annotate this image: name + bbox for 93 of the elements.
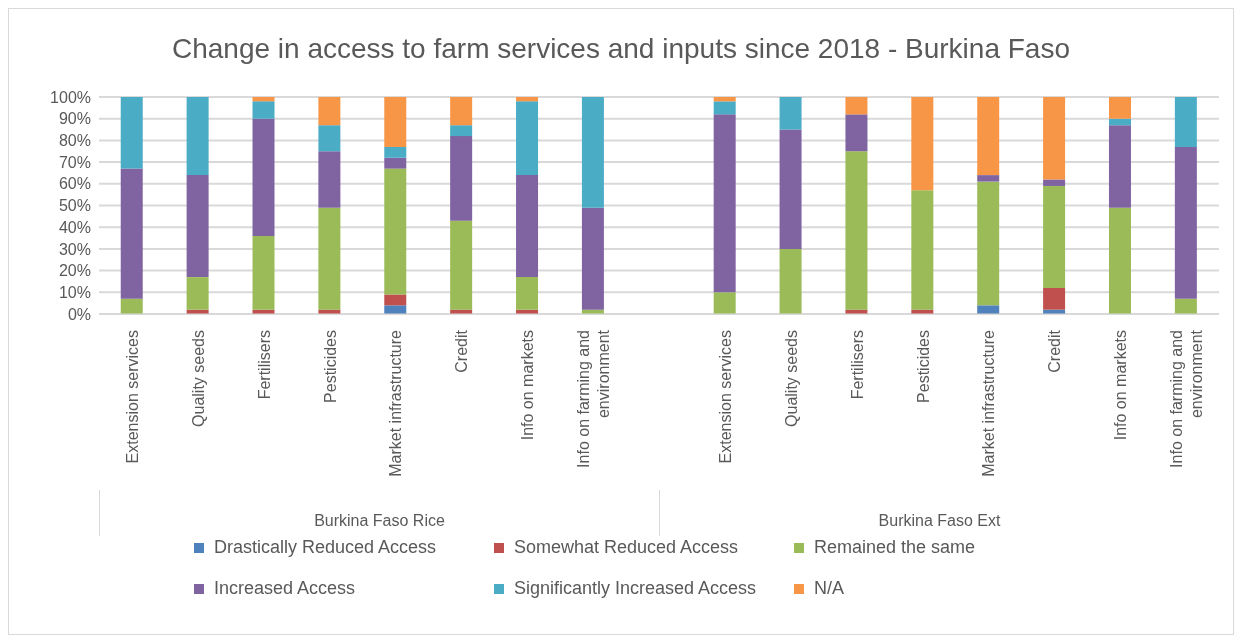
bar [450,220,473,310]
bar [1174,146,1197,299]
bar [252,101,275,119]
bar [450,136,473,221]
bar [911,97,934,191]
bar [713,292,736,314]
text: Burkina Faso Rice [99,490,659,536]
y-tick-label: 10% [58,283,91,301]
x-tick-label: Info on farming and environment [575,329,613,468]
x-tick-label: Quality seeds [189,330,207,427]
legend-label: Drastically Reduced Access [214,537,437,558]
bar [1043,97,1066,180]
y-tick-label: 40% [58,218,91,236]
y-tick-label: 100% [50,88,91,106]
bar [1043,179,1066,186]
bar [186,97,209,176]
bar [1108,97,1131,119]
bar [252,235,275,310]
bar [516,175,539,278]
bar [713,101,736,115]
bar [384,168,407,295]
bar [120,168,143,299]
bar [581,97,604,208]
x-tick-label: Info on markets [1112,330,1130,441]
bar [120,97,143,169]
bar [186,277,209,310]
bar [318,97,341,126]
bar [384,294,407,306]
x-tick-label: Info on markets [519,330,537,441]
bar [977,175,1000,182]
bar [318,125,341,152]
x-tick-label: Market infrastructure [387,329,405,477]
y-tick-label: 90% [58,110,91,128]
bar [318,151,341,208]
bar [186,175,209,278]
bar [120,298,143,314]
bar [845,151,868,310]
bar [252,118,275,236]
y-tick-label: 50% [58,197,91,215]
y-tick-label: 0% [67,305,91,323]
x-tick-label: Extension services [123,330,141,464]
y-tick-label: 60% [58,175,91,193]
y-tick-label: 80% [58,132,91,150]
y-tick-label: 20% [58,262,91,280]
x-tick-label: Credit [453,329,471,373]
bar [713,97,736,102]
bar [384,97,407,147]
bar [845,114,868,152]
text: Burkina Faso Ext [659,490,1219,536]
x-tick-label: Pesticides [321,330,339,403]
x-tick-label: Extension services [716,330,734,464]
x-tick-label: Info on farming and environment [1168,329,1206,468]
y-tick-label: 70% [58,153,91,171]
bar [516,101,539,176]
bar [1043,287,1066,310]
bar [1043,185,1066,288]
x-tick-label: Market infrastructure [980,329,998,477]
bar [252,97,275,102]
legend-label: Significantly Increased Access [514,578,757,599]
y-tick-label: 30% [58,240,91,258]
bar [779,97,802,130]
bar [384,157,407,169]
bar [581,207,604,310]
x-tick-label: Credit [1046,329,1064,373]
bar [318,207,341,310]
bar [779,129,802,249]
bar [779,248,802,314]
bar [977,305,1000,314]
bar [450,125,473,137]
bar [977,181,1000,306]
x-tick-label: Fertilisers [255,330,273,400]
bar [845,97,868,115]
bar [1174,298,1197,314]
bar [713,114,736,293]
bar [516,277,539,310]
bar [1108,207,1131,314]
bar [911,190,934,310]
legend-label: N/A [814,578,845,599]
legend-label: Remained the same [814,537,976,558]
bar [1108,125,1131,208]
bar [516,97,539,102]
bar [1108,118,1131,126]
x-tick-label: Fertilisers [848,330,866,400]
legend-label: Somewhat Reduced Access [514,537,739,558]
legend-label: Increased Access [214,578,356,599]
bar [384,305,407,314]
bar [384,146,407,158]
bar [1174,97,1197,147]
chart-title: Change in access to farm services and inputs since 2018 - Burkina Faso [171,32,1071,66]
bar [450,97,473,126]
bar [977,97,1000,176]
x-tick-label: Pesticides [914,330,932,403]
x-tick-label: Quality seeds [782,330,800,427]
